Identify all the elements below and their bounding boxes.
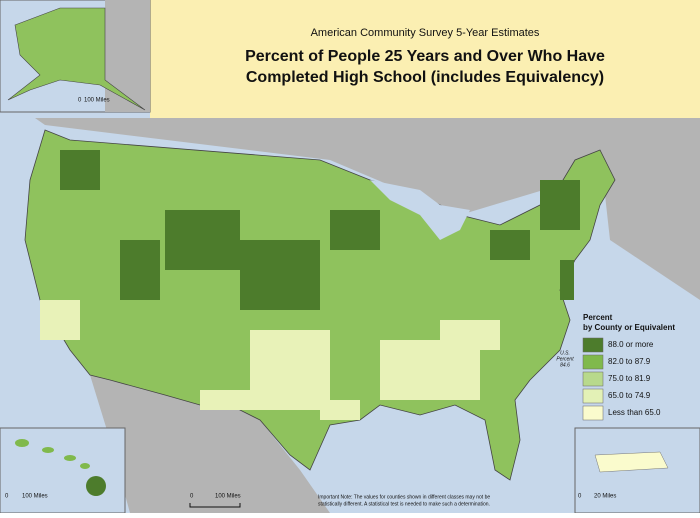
legend-label: 65.0 to 74.9 bbox=[608, 391, 651, 400]
us-percent: 84.6 bbox=[560, 362, 570, 368]
canada bbox=[35, 118, 700, 300]
legend-swatch bbox=[582, 388, 604, 404]
scale-label: 100 Miles bbox=[84, 98, 110, 104]
scale-bar bbox=[189, 503, 241, 508]
us-percent: Percent bbox=[556, 356, 574, 362]
title-line: Percent of People 25 Years and Over Who … bbox=[245, 48, 605, 65]
light-regions bbox=[40, 300, 500, 420]
us-percent: U.S. bbox=[560, 350, 570, 356]
scale-label: 100 Miles bbox=[22, 494, 48, 500]
legend-swatch bbox=[582, 371, 604, 387]
hawaii bbox=[15, 439, 106, 496]
legend-label: 75.0 to 81.9 bbox=[608, 374, 651, 383]
title-box bbox=[150, 0, 700, 118]
survey-label: American Community Survey 5-Year Estimat… bbox=[311, 27, 540, 39]
scale-label: 0 bbox=[578, 494, 582, 500]
scale-label: 0 bbox=[78, 98, 82, 104]
puerto-rico bbox=[594, 451, 669, 473]
legend-swatch bbox=[582, 354, 604, 370]
dark-regions bbox=[60, 150, 580, 310]
alaska bbox=[7, 7, 146, 111]
legend-swatch bbox=[582, 405, 604, 421]
legend: Percent by County or Equivalent 88.0 or … bbox=[582, 313, 675, 421]
note: statistically different. A statistical t… bbox=[318, 501, 490, 507]
legend-label: 88.0 or more bbox=[608, 340, 654, 349]
legend-label: Less than 65.0 bbox=[608, 408, 661, 417]
note: Important Note: The values for counties … bbox=[318, 494, 490, 500]
mexico bbox=[90, 375, 330, 513]
legend-title: by County or Equivalent bbox=[583, 323, 675, 332]
title-line: Completed High School (includes Equivale… bbox=[246, 69, 604, 86]
pr-inset bbox=[574, 427, 700, 514]
legend-label: 82.0 to 87.9 bbox=[608, 357, 651, 366]
legend-title: Percent bbox=[583, 313, 613, 322]
canada-inset bbox=[105, 0, 150, 112]
scale-label: 0 bbox=[190, 494, 194, 500]
scale-label: 0 bbox=[5, 494, 9, 500]
great-lakes bbox=[370, 180, 470, 240]
scale-label: 20 Miles bbox=[594, 494, 616, 500]
legend-swatch bbox=[582, 337, 604, 353]
scale-label: 100 Miles bbox=[215, 494, 241, 500]
